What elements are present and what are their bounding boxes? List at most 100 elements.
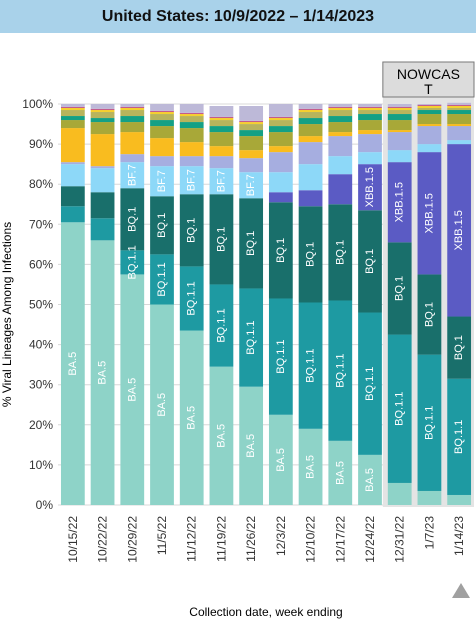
y-axis-title: % Viral Lineages Among Infections	[0, 222, 14, 407]
bar-segment	[209, 366, 234, 505]
bar-segment	[328, 204, 353, 301]
bar-segment	[358, 110, 382, 115]
segment-label: BQ.1	[423, 302, 435, 327]
bar-segment	[90, 104, 115, 109]
bar-segment	[120, 116, 145, 123]
bar-segment	[239, 288, 264, 387]
bar-segment	[387, 334, 412, 483]
bar-segment	[179, 114, 204, 117]
bar-segment	[387, 110, 412, 115]
bar-segment	[298, 136, 323, 143]
bar-segment	[90, 118, 115, 123]
bar-segment	[60, 110, 85, 117]
x-axis-title: Collection date, week ending	[189, 605, 342, 619]
bar-segment	[358, 210, 382, 313]
bar-segment	[209, 116, 234, 119]
bar-segment	[298, 142, 323, 165]
segment-label: BF.7	[126, 164, 138, 186]
bar-segment	[447, 110, 472, 115]
bar-segment	[209, 146, 234, 157]
bar-segment	[298, 118, 323, 125]
segment-label: BQ.1	[215, 227, 227, 252]
bar-segment	[328, 132, 353, 137]
bar-segment	[239, 158, 264, 173]
x-tick-label: 11/5/22	[155, 516, 169, 555]
bar-segment	[447, 126, 472, 141]
bar-segment	[387, 242, 412, 335]
bar-segment	[328, 300, 353, 441]
bar-segment	[179, 330, 204, 505]
bar-segment	[328, 104, 353, 107]
bar-segment	[90, 168, 115, 193]
bar-segment	[120, 104, 145, 107]
bar-segment	[447, 106, 472, 109]
bar-segment	[120, 154, 145, 163]
bar-segment	[328, 108, 353, 111]
segment-label: BQ.1.1	[453, 420, 465, 454]
bar-segment	[268, 120, 293, 127]
bar-segment	[298, 190, 323, 207]
bar-segment	[358, 108, 382, 111]
x-tick-label: 10/22/22	[96, 516, 110, 563]
bar-segment	[417, 152, 442, 275]
bar-segment	[417, 354, 442, 491]
y-tick-label: 100%	[22, 97, 53, 111]
segment-label: BQ.1.1	[126, 245, 138, 279]
y-tick-label: 20%	[29, 418, 53, 432]
bar-segment	[239, 106, 264, 121]
y-tick-label: 60%	[29, 257, 53, 271]
bar-segment	[298, 108, 323, 111]
bar-segment	[60, 128, 85, 163]
bar-segment	[417, 144, 442, 153]
bar-segment	[90, 192, 115, 219]
bar-segment	[120, 106, 145, 109]
bar-segment	[328, 156, 353, 175]
y-tick-label: 30%	[29, 378, 53, 392]
bar-segment	[268, 146, 293, 153]
bar-segment	[179, 112, 204, 115]
segment-label: BQ.1	[305, 242, 317, 267]
y-axis: 0% 10% 20% 30% 40% 50% 60% 70% 80% 90% 100%	[22, 97, 53, 512]
x-tick-label: 10/29/22	[125, 516, 139, 563]
segment-label: BQ.1.1	[305, 349, 317, 383]
x-tick-label: 11/19/22	[214, 516, 228, 562]
bar-segment	[90, 112, 115, 119]
segment-label: BA.5	[364, 468, 376, 492]
segment-label: BQ.1	[275, 238, 287, 263]
bar-segment	[239, 124, 264, 131]
bar-segment	[268, 172, 293, 193]
bar-segment	[328, 122, 353, 133]
bar-segment	[209, 168, 234, 195]
bar-segment	[90, 110, 115, 113]
bar-segment	[328, 116, 353, 123]
bar-segment	[358, 106, 382, 109]
y-tick-label: 70%	[29, 217, 53, 231]
bar-segment	[179, 156, 204, 167]
bar-segment	[447, 102, 472, 105]
bar-segment	[120, 132, 145, 155]
bar-segment	[358, 152, 382, 165]
bar-segment	[150, 304, 174, 505]
x-tick-label: 12/17/22	[333, 516, 347, 563]
scroll-up-triangle-icon[interactable]	[452, 583, 470, 598]
bar-segment	[150, 126, 174, 139]
bar-segment	[387, 130, 412, 133]
bar-segment	[90, 166, 115, 169]
x-axis: 10/15/22 10/22/22 10/29/22 11/5/22 11/12/22 1…	[66, 516, 466, 563]
bar-segment	[358, 130, 382, 135]
segment-label: BQ.1.1	[245, 320, 257, 354]
x-tick-label: 12/31/22	[393, 516, 407, 563]
bar-segment	[268, 298, 293, 415]
x-tick-label: 10/15/22	[66, 516, 80, 563]
bar-segment	[209, 118, 234, 121]
segment-label: BA.5	[245, 434, 257, 458]
bar-segment	[120, 110, 145, 117]
segment-label: BQ.1	[394, 276, 406, 301]
y-tick-label: 10%	[29, 458, 53, 472]
bar-segment	[387, 104, 412, 107]
bar-segment	[209, 194, 234, 285]
bar-segment	[417, 106, 442, 109]
segment-label: BQ.1.1	[156, 262, 168, 296]
bar-segment	[417, 124, 442, 127]
bar-segment	[358, 104, 382, 107]
